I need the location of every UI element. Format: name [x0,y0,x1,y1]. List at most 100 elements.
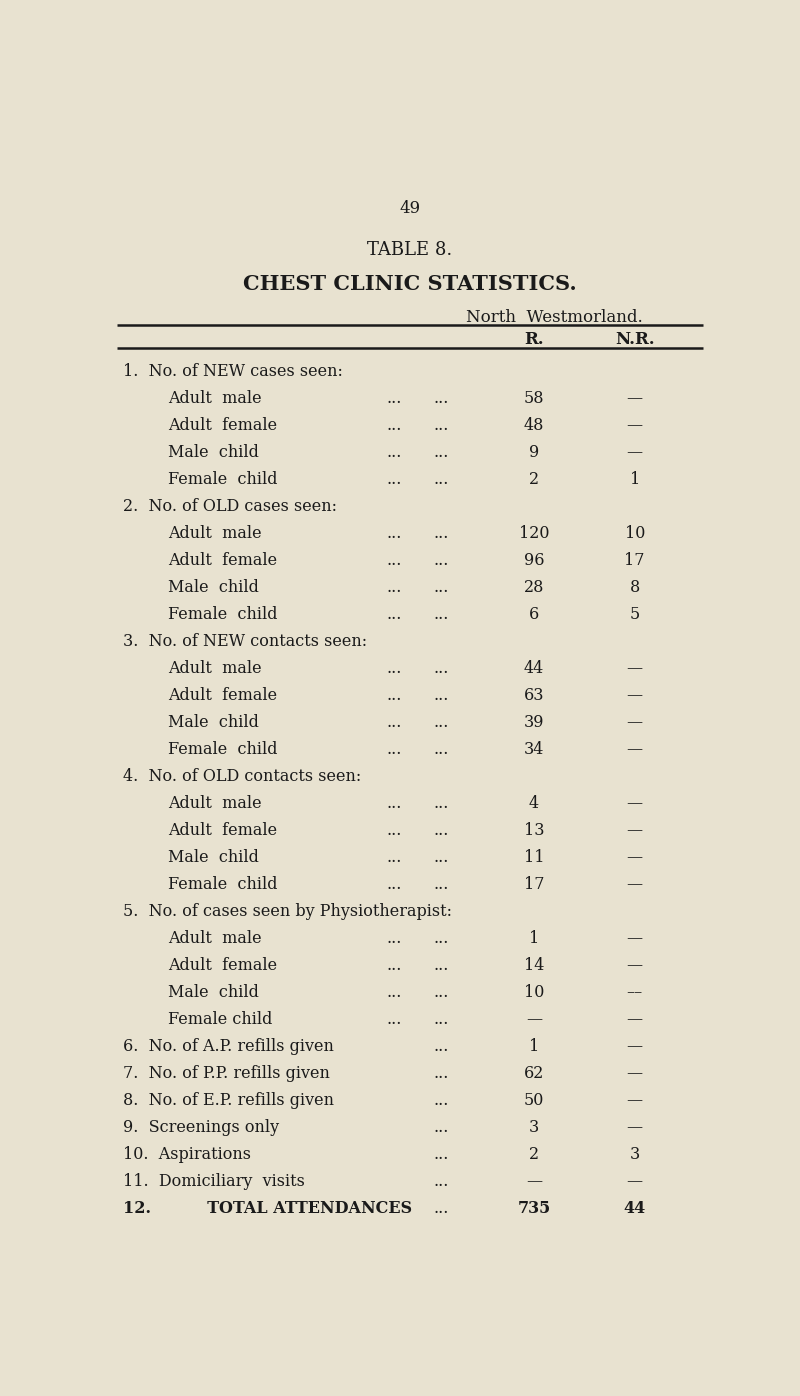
Text: Adult  female: Adult female [168,553,278,570]
Text: ...: ... [434,1039,449,1055]
Text: ...: ... [434,1065,449,1082]
Text: ...: ... [386,687,402,705]
Text: —: — [626,741,643,758]
Text: 44: 44 [624,1201,646,1217]
Text: ...: ... [386,741,402,758]
Text: 44: 44 [524,660,544,677]
Text: —: — [626,715,643,732]
Text: —: — [626,391,643,408]
Text: 120: 120 [518,525,550,542]
Text: 14: 14 [524,958,544,974]
Text: ...: ... [386,1011,402,1029]
Text: —: — [526,1173,542,1191]
Text: 11.  Domiciliary  visits: 11. Domiciliary visits [123,1173,305,1191]
Text: 12.          TOTAL ATTENDANCES: 12. TOTAL ATTENDANCES [123,1201,412,1217]
Text: 2: 2 [529,472,539,489]
Text: ...: ... [434,958,449,974]
Text: ...: ... [386,391,402,408]
Text: 28: 28 [524,579,544,596]
Text: ...: ... [434,417,449,434]
Text: 49: 49 [399,200,421,216]
Text: TABLE 8.: TABLE 8. [367,240,453,258]
Text: Adult  female: Adult female [168,822,278,839]
Text: North  Westmorland.: North Westmorland. [466,309,642,327]
Text: 3: 3 [529,1120,539,1136]
Text: —: — [626,796,643,812]
Text: 2.  No. of OLD cases seen:: 2. No. of OLD cases seen: [123,498,338,515]
Text: ...: ... [434,715,449,732]
Text: ...: ... [386,606,402,624]
Text: ...: ... [386,444,402,461]
Text: 3.  No. of NEW contacts seen:: 3. No. of NEW contacts seen: [123,634,367,651]
Text: 63: 63 [524,687,544,705]
Text: —: — [626,958,643,974]
Text: N.R.: N.R. [615,331,654,348]
Text: ...: ... [434,1173,449,1191]
Text: —: — [626,687,643,705]
Text: 7.  No. of P.P. refills given: 7. No. of P.P. refills given [123,1065,330,1082]
Text: Female  child: Female child [168,877,278,893]
Text: ...: ... [434,796,449,812]
Text: ...: ... [434,660,449,677]
Text: Male  child: Male child [168,715,259,732]
Text: —: — [626,849,643,867]
Text: ...: ... [386,822,402,839]
Text: Male  child: Male child [168,579,259,596]
Text: ...: ... [434,606,449,624]
Text: 17: 17 [625,553,645,570]
Text: Adult  male: Adult male [168,391,262,408]
Text: ...: ... [434,553,449,570]
Text: ...: ... [434,1120,449,1136]
Text: ...: ... [434,472,449,489]
Text: ...: ... [386,472,402,489]
Text: —: — [526,1011,542,1029]
Text: 5.  No. of cases seen by Physiotherapist:: 5. No. of cases seen by Physiotherapist: [123,903,452,920]
Text: ...: ... [434,444,449,461]
Text: Female  child: Female child [168,741,278,758]
Text: CHEST CLINIC STATISTICS.: CHEST CLINIC STATISTICS. [243,274,577,293]
Text: Male  child: Male child [168,444,259,461]
Text: —: — [626,444,643,461]
Text: —: — [626,930,643,948]
Text: Adult  female: Adult female [168,958,278,974]
Text: 17: 17 [524,877,544,893]
Text: Adult  male: Adult male [168,796,262,812]
Text: 48: 48 [524,417,544,434]
Text: ...: ... [434,687,449,705]
Text: ...: ... [386,849,402,867]
Text: ...: ... [434,525,449,542]
Text: 2: 2 [529,1146,539,1163]
Text: 10: 10 [524,984,544,1001]
Text: —: — [626,1011,643,1029]
Text: ...: ... [386,579,402,596]
Text: ...: ... [434,1011,449,1029]
Text: ...: ... [386,660,402,677]
Text: ...: ... [386,525,402,542]
Text: ...: ... [386,930,402,948]
Text: Adult  female: Adult female [168,417,278,434]
Text: 10: 10 [625,525,645,542]
Text: Adult  female: Adult female [168,687,278,705]
Text: 5: 5 [630,606,640,624]
Text: 4: 4 [529,796,539,812]
Text: —: — [626,1173,643,1191]
Text: —: — [626,877,643,893]
Text: —: — [626,1092,643,1110]
Text: Adult  male: Adult male [168,660,262,677]
Text: —: — [626,1039,643,1055]
Text: ...: ... [386,417,402,434]
Text: Male  child: Male child [168,984,259,1001]
Text: 4.  No. of OLD contacts seen:: 4. No. of OLD contacts seen: [123,768,362,786]
Text: ...: ... [386,958,402,974]
Text: —: — [626,417,643,434]
Text: Adult  male: Adult male [168,930,262,948]
Text: ...: ... [434,1092,449,1110]
Text: 1: 1 [630,472,640,489]
Text: ...: ... [434,579,449,596]
Text: 10.  Aspirations: 10. Aspirations [123,1146,251,1163]
Text: ...: ... [434,391,449,408]
Text: ...: ... [386,877,402,893]
Text: —: — [626,822,643,839]
Text: 1: 1 [529,1039,539,1055]
Text: 96: 96 [524,553,544,570]
